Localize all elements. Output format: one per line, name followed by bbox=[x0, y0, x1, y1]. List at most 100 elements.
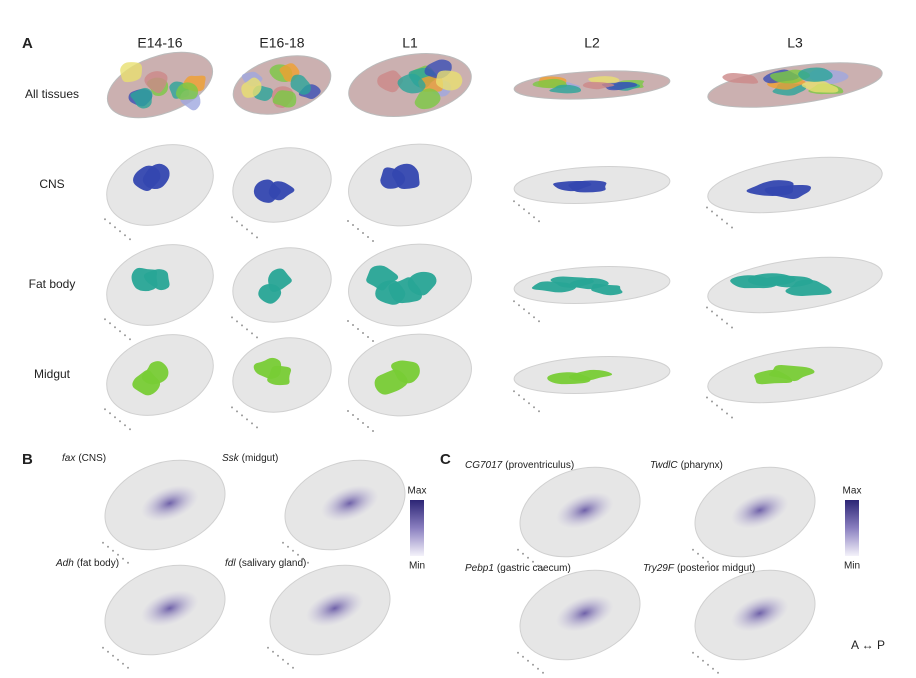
gene-label: CG7017 (proventriculus) bbox=[465, 460, 574, 471]
axis-dot bbox=[716, 214, 718, 217]
expression-heat bbox=[730, 595, 789, 632]
axis-dot bbox=[114, 416, 116, 419]
axis-dot bbox=[518, 204, 520, 207]
axis-dot bbox=[292, 666, 294, 669]
axis-dot bbox=[102, 541, 104, 544]
tissue-blob bbox=[801, 80, 839, 93]
axis-dot bbox=[347, 320, 349, 322]
axis-dot bbox=[127, 561, 129, 564]
gene-name: CG7017 bbox=[465, 460, 503, 471]
colorbar-min: Min bbox=[409, 561, 425, 572]
axis-dot bbox=[114, 326, 116, 329]
tissue-blob bbox=[377, 70, 404, 93]
axis-dot bbox=[717, 671, 719, 674]
axis-dot bbox=[241, 324, 243, 327]
panel-label: B bbox=[22, 451, 33, 468]
axis-dot bbox=[122, 557, 124, 560]
axis-dot bbox=[241, 224, 243, 227]
axis-dot bbox=[726, 412, 728, 415]
tissue-blob bbox=[785, 279, 832, 296]
tissue-name: (pharynx) bbox=[681, 460, 723, 471]
axis-dot bbox=[357, 418, 359, 420]
axis-dot bbox=[527, 659, 529, 662]
tissue-name: (proventriculus) bbox=[505, 460, 574, 471]
expression-heat bbox=[305, 590, 364, 627]
figure-content: A E14-16 E16-18 L1 L2 L3 All tissues CNS Fat bod… bbox=[22, 35, 885, 674]
axis-dot bbox=[367, 336, 369, 338]
column-header: L1 bbox=[402, 35, 418, 51]
tissue-blob bbox=[407, 271, 437, 296]
axis-dot bbox=[522, 552, 524, 555]
tissue-blob bbox=[582, 81, 615, 90]
tissue-name: (gastric caecum) bbox=[497, 563, 571, 574]
axis-dot bbox=[716, 314, 718, 317]
axis-dot bbox=[517, 651, 519, 654]
gene-name: Adh bbox=[55, 558, 74, 569]
row-label: All tissues bbox=[25, 87, 79, 101]
gene-name: Pebp1 bbox=[465, 563, 494, 574]
axis-dot bbox=[236, 220, 238, 223]
axis-dot bbox=[528, 402, 530, 405]
axis-dot bbox=[706, 396, 708, 399]
expression-heat bbox=[555, 595, 614, 632]
axis-dot bbox=[538, 220, 540, 223]
axis-dot bbox=[537, 564, 539, 567]
axis-dot bbox=[702, 659, 704, 662]
axis-dot bbox=[542, 671, 544, 674]
tissue-blob bbox=[120, 62, 142, 83]
tissue-blob bbox=[722, 73, 759, 84]
column-header: E16-18 bbox=[259, 35, 304, 51]
axis-dot bbox=[256, 336, 258, 339]
axis-dot bbox=[721, 408, 723, 411]
tissue-blob bbox=[764, 184, 812, 199]
axis-dot bbox=[241, 414, 243, 417]
axis-dot bbox=[347, 410, 349, 412]
axis-dot bbox=[112, 654, 114, 657]
axis-dot bbox=[711, 310, 713, 313]
axis-dot bbox=[129, 338, 131, 341]
axis-dot bbox=[707, 663, 709, 666]
axis-dot bbox=[532, 560, 534, 563]
axis-dot bbox=[236, 410, 238, 413]
expression-heat bbox=[140, 590, 199, 627]
axis-dot bbox=[518, 394, 520, 397]
tissue-blob bbox=[392, 163, 420, 189]
axis-dot bbox=[362, 232, 364, 234]
axis-dot bbox=[251, 232, 253, 235]
tissue-blob bbox=[588, 76, 620, 84]
axis-dot bbox=[102, 646, 104, 649]
axis-dot bbox=[104, 318, 106, 321]
axis-dot bbox=[533, 406, 535, 409]
axis-dot bbox=[104, 408, 106, 411]
axis-dot bbox=[122, 662, 124, 665]
axis-dot bbox=[282, 658, 284, 661]
axis-dot bbox=[287, 662, 289, 665]
tissue-name: (salivary gland) bbox=[239, 558, 307, 569]
gene-name: TwdlC bbox=[650, 460, 678, 471]
panel-label: A bbox=[22, 35, 33, 52]
row-label: Midgut bbox=[34, 367, 71, 381]
axis-dot bbox=[362, 422, 364, 424]
axis-dot bbox=[527, 556, 529, 559]
gene-label: Pebp1 (gastric caecum) bbox=[465, 563, 571, 574]
axis-dot bbox=[246, 418, 248, 421]
axis-dot bbox=[706, 306, 708, 309]
axis-dot bbox=[537, 667, 539, 670]
tissue-blob bbox=[568, 180, 607, 193]
axis-dot bbox=[692, 548, 694, 551]
axis-dot bbox=[518, 304, 520, 307]
colorbar bbox=[845, 500, 859, 556]
tissue-blob bbox=[568, 369, 613, 381]
gene-label: Adh (fat body) bbox=[55, 558, 119, 569]
gene-label: Ssk (midgut) bbox=[222, 453, 278, 464]
axis-dot bbox=[119, 420, 121, 423]
axis-dot bbox=[528, 312, 530, 315]
expression-heat bbox=[320, 485, 379, 522]
gene-name: Ssk bbox=[222, 453, 240, 464]
tissue-blob bbox=[241, 77, 262, 98]
axis-dot bbox=[251, 332, 253, 335]
axis-dot bbox=[372, 240, 374, 242]
axis-dot bbox=[522, 655, 524, 658]
axis-dot bbox=[702, 556, 704, 559]
axis-dot bbox=[129, 428, 131, 431]
